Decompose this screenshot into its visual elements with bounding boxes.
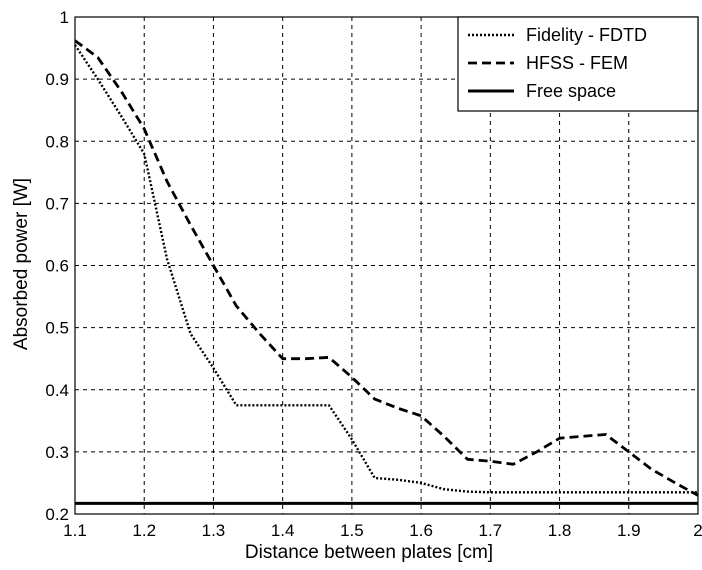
plot-frame — [74, 16, 699, 515]
y-tick-label: 0.9 — [45, 70, 69, 89]
series-group — [74, 39, 699, 505]
series-line-hfss-fem — [74, 39, 699, 497]
series-line-fidelity-fdtd — [74, 44, 698, 494]
x-tick-label: 1.7 — [479, 521, 503, 540]
x-tick-label: 1.8 — [548, 521, 572, 540]
y-tick-label: 0.4 — [45, 381, 69, 400]
y-tick-label: 0.2 — [45, 505, 69, 524]
y-tick-label: 0.7 — [45, 194, 69, 213]
x-tick-label: 1.3 — [202, 521, 226, 540]
x-tick-label: 1.6 — [409, 521, 433, 540]
legend-label: Free space — [526, 81, 616, 101]
legend-label: Fidelity - FDTD — [526, 25, 647, 45]
x-tick-label: 2 — [693, 521, 702, 540]
y-tick-label: 0.8 — [45, 132, 69, 151]
x-axis-label: Distance between plates [cm] — [245, 542, 493, 563]
x-tick-label: 1.2 — [132, 521, 156, 540]
y-tick-label: 0.6 — [45, 257, 69, 276]
x-tick-label: 1.9 — [617, 521, 641, 540]
axis-ticks: 1.1 1.2 1.3 1.4 1.5 1.6 1.7 1.8 1.9 2 0.2 0.3 0.4 0.5… — [45, 8, 702, 540]
legend-label: HFSS - FEM — [526, 53, 628, 73]
x-tick-label: 1.1 — [63, 521, 87, 540]
y-axis-label: Absorbed power [W] — [11, 178, 32, 350]
y-tick-label: 0.5 — [45, 319, 69, 338]
x-tick-label: 1.4 — [271, 521, 295, 540]
x-tick-label: 1.5 — [340, 521, 364, 540]
y-tick-label: 1 — [60, 8, 69, 27]
legend: Fidelity - FDTD HFSS - FEM Free space — [457, 16, 699, 112]
y-tick-label: 0.3 — [45, 443, 69, 462]
